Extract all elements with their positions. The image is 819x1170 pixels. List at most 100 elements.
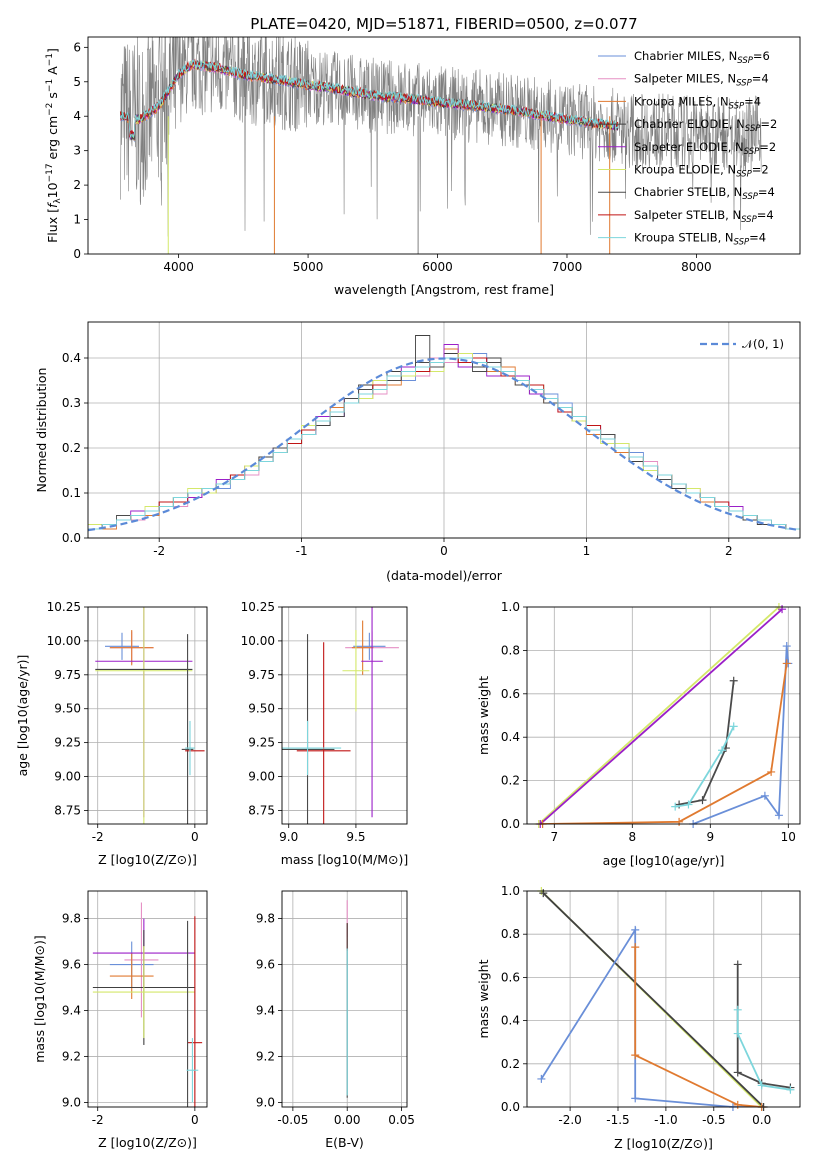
x-axis-label: wavelength [Angstrom, rest frame] [334, 282, 554, 297]
y-axis-label: mass [log10(M/M⊙)] [32, 935, 47, 1063]
model-spectrum-salpeter-stelib [119, 58, 619, 137]
weight-marker-salpeter-elodie [778, 605, 787, 614]
x-tick-label: 7 [550, 830, 558, 844]
y-tick-label: 0.2 [501, 774, 520, 788]
x-tick-label: -2.0 [558, 1113, 581, 1127]
x-tick-label: 1 [583, 544, 591, 558]
y-tick-label: 9.00 [54, 770, 81, 784]
x-tick-label: 0 [191, 830, 199, 844]
x-tick-label: 10 [781, 830, 796, 844]
weight-marker-chabrier-miles [631, 1094, 640, 1103]
x-tick-label: 0 [191, 1113, 199, 1127]
weight-marker-kroupa-stelib [718, 746, 726, 755]
weight-marker-kroupa-miles [733, 1100, 742, 1109]
x-tick-label: -0.05 [277, 1113, 308, 1127]
x-axis-label: Z [log10(Z/Z⊙)] [98, 852, 197, 867]
y-tick-label: 5 [73, 75, 81, 89]
weight-marker-kroupa-miles [631, 1051, 640, 1060]
data-spectrum [120, 37, 762, 237]
weight-line-kroupa-miles [634, 947, 762, 1107]
weight-line-kroupa-stelib [675, 726, 735, 808]
weight-marker-chabrier-miles [782, 642, 791, 651]
y-axis-label: mass weight [476, 959, 491, 1038]
panel-mass_weight_vs_age [523, 603, 800, 828]
y-tick-label: 0.4 [501, 1014, 520, 1028]
y-tick-label: 8.75 [248, 803, 275, 817]
x-tick-label: 8 [628, 830, 636, 844]
legend-label-salpeter-elodie: Salpeter ELODIE, NSSP=2 [634, 140, 776, 157]
legend-label-chabrier-stelib: Chabrier STELIB, NSSP=4 [634, 185, 775, 202]
axes-frame [281, 890, 408, 1108]
y-tick-label: 0.0 [501, 817, 520, 831]
panel-spectrum [84, 37, 762, 258]
y-tick-label: 2 [73, 178, 81, 192]
y-tick-label: 3 [73, 144, 81, 158]
x-tick-label: 5000 [293, 260, 324, 274]
legend-label-salpeter-stelib: Salpeter STELIB, NSSP=4 [634, 208, 774, 225]
y-tick-label: 9.75 [54, 668, 81, 682]
x-tick-label: 6000 [422, 260, 453, 274]
axes-frame [87, 890, 208, 1108]
weight-marker-chabrier-miles [760, 791, 769, 800]
axes-frame [526, 606, 801, 825]
x-axis-label: mass [log10(M/M⊙)] [281, 852, 409, 867]
x-tick-label: -2 [92, 830, 104, 844]
y-tick-label: 9.50 [54, 702, 81, 716]
y-tick-label: 9.0 [62, 1095, 81, 1109]
y-tick-label: 9.0 [256, 1095, 275, 1109]
x-tick-label: 9 [706, 830, 714, 844]
weight-marker-kroupa-miles [631, 943, 640, 952]
y-tick-label: 0.0 [62, 531, 81, 545]
panel-residual_histogram [84, 322, 801, 542]
y-tick-label: 10.25 [47, 600, 81, 614]
y-tick-label: 0.0 [501, 1100, 520, 1114]
x-axis-label: age [log10(age/yr)] [603, 853, 725, 868]
axes-frame [281, 606, 408, 825]
y-tick-label: 0 [73, 247, 81, 261]
panel-age_vs_mass [278, 606, 407, 828]
y-axis-label: age [log10(age/yr)] [15, 655, 30, 777]
x-tick-label: -1.0 [654, 1113, 677, 1127]
x-tick-label: 0.0 [752, 1113, 771, 1127]
weight-line-kroupa-miles [542, 663, 788, 824]
y-tick-label: 9.2 [62, 1049, 81, 1063]
y-tick-label: 9.4 [62, 1003, 81, 1017]
weight-marker-chabrier-stelib [733, 1068, 742, 1077]
y-tick-label: 10.25 [241, 600, 275, 614]
y-tick-label: 9.6 [62, 958, 81, 972]
weight-marker-kroupa-stelib [733, 1005, 742, 1014]
legend-label-salpeter-miles: Salpeter MILES, NSSP=4 [634, 72, 769, 89]
x-axis-label: Z [log10(Z/Z⊙)] [614, 1136, 713, 1151]
x-axis-label: (data-model)/error [386, 568, 503, 583]
weight-marker-chabrier-stelib [733, 960, 742, 969]
weight-marker-kroupa-stelib [684, 800, 693, 809]
weight-marker-kroupa-miles [767, 767, 776, 776]
x-tick-label: 8000 [681, 260, 712, 274]
y-tick-label: 10.00 [47, 634, 81, 648]
y-tick-label: 0.6 [501, 970, 520, 984]
y-tick-label: 0.3 [62, 396, 81, 410]
legend-label-gaussian: 𝒩(0, 1) [742, 337, 784, 351]
y-tick-label: 0.4 [501, 730, 520, 744]
model-spectrum-kroupa-stelib [119, 59, 619, 138]
legend-label-kroupa-stelib: Kroupa STELIB, NSSP=4 [634, 231, 766, 248]
gaussian-curve [87, 357, 801, 532]
panel-age_vs_Z [84, 606, 207, 828]
weight-line-chabrier-miles [540, 926, 762, 1107]
x-tick-label: 9.5 [346, 830, 365, 844]
y-tick-label: 0.8 [501, 927, 520, 941]
y-tick-label: 6 [73, 40, 81, 54]
legend-label-chabrier-miles: Chabrier MILES, NSSP=6 [634, 49, 770, 66]
x-tick-label: 4000 [163, 260, 194, 274]
y-tick-label: 0.2 [501, 1057, 520, 1071]
y-tick-label: 9.50 [248, 702, 275, 716]
weight-line-kroupa-elodie [538, 607, 780, 824]
weight-marker-kroupa-stelib [729, 722, 738, 731]
y-tick-label: 0.6 [501, 687, 520, 701]
y-axis-label: Flux [fλ10−17 erg cm−2 s−1 A−1] [45, 48, 63, 243]
y-tick-label: 9.8 [256, 912, 275, 926]
weight-marker-kroupa-miles [675, 817, 684, 826]
weight-marker-kroupa-stelib [786, 1085, 795, 1094]
y-tick-label: 1.0 [501, 600, 520, 614]
